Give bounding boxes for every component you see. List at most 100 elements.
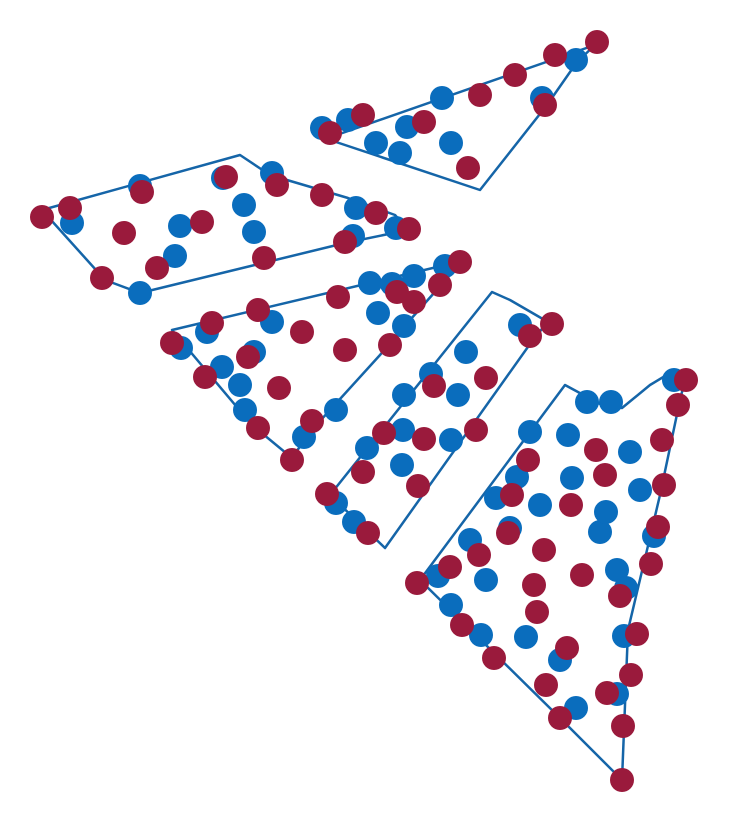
blue-dot-67: [605, 558, 629, 582]
red-dot-39: [448, 250, 472, 274]
red-dot-74: [646, 515, 670, 539]
red-dot-20: [310, 183, 334, 207]
red-dot-13: [112, 221, 136, 245]
red-dot-49: [474, 366, 498, 390]
blue-dot-51: [469, 623, 493, 647]
blue-dot-44: [439, 428, 463, 452]
red-dot-6: [543, 43, 567, 67]
red-dot-30: [267, 376, 291, 400]
blue-dot-65: [594, 500, 618, 524]
red-dot-58: [500, 483, 524, 507]
blue-dot-56: [518, 420, 542, 444]
blue-dot-46: [454, 340, 478, 364]
red-dot-11: [58, 196, 82, 220]
red-dot-72: [625, 622, 649, 646]
blue-dot-63: [575, 390, 599, 414]
red-dot-66: [570, 563, 594, 587]
red-dot-23: [397, 217, 421, 241]
blue-dot-12: [168, 214, 192, 238]
red-dot-38: [428, 273, 452, 297]
blue-dot-52: [474, 568, 498, 592]
blue-dot-13: [163, 244, 187, 268]
red-dot-31: [290, 320, 314, 344]
blue-dot-14: [232, 193, 256, 217]
red-dot-9: [456, 156, 480, 180]
blue-dot-30: [324, 398, 348, 422]
red-dot-52: [405, 571, 429, 595]
blue-dot-60: [556, 423, 580, 447]
red-dot-28: [246, 298, 270, 322]
red-dot-29: [246, 416, 270, 440]
blue-dot-25: [228, 373, 252, 397]
blue-dot-32: [366, 301, 390, 325]
red-dot-5: [503, 63, 527, 87]
red-dot-48: [464, 418, 488, 442]
blue-dot-41: [392, 383, 416, 407]
red-dot-3: [412, 110, 436, 134]
red-dots: [30, 30, 698, 792]
red-dot-47: [422, 374, 446, 398]
red-dot-24: [160, 331, 184, 355]
red-dot-8: [533, 93, 557, 117]
blue-dot-39: [355, 436, 379, 460]
red-dot-70: [595, 681, 619, 705]
red-dot-18: [252, 246, 276, 270]
blue-dot-9: [564, 48, 588, 72]
red-dot-21: [333, 230, 357, 254]
red-dot-14: [130, 180, 154, 204]
blue-dot-31: [358, 271, 382, 295]
red-dot-16: [190, 210, 214, 234]
red-dot-25: [193, 365, 217, 389]
red-dot-68: [593, 463, 617, 487]
blue-dot-4: [388, 141, 412, 165]
red-dot-55: [467, 543, 491, 567]
blue-dot-61: [560, 466, 584, 490]
red-dot-53: [438, 555, 462, 579]
red-dot-61: [525, 600, 549, 624]
red-dot-36: [378, 333, 402, 357]
red-dot-45: [406, 474, 430, 498]
blue-dot-40: [391, 418, 415, 442]
red-dot-57: [496, 521, 520, 545]
red-dot-77: [666, 393, 690, 417]
red-dot-63: [534, 673, 558, 697]
red-dot-54: [450, 613, 474, 637]
red-dot-43: [372, 421, 396, 445]
blue-dot-57: [514, 625, 538, 649]
red-dot-73: [639, 552, 663, 576]
red-dot-78: [674, 368, 698, 392]
red-dot-46: [412, 427, 436, 451]
red-dot-12: [90, 266, 114, 290]
red-dot-67: [584, 438, 608, 462]
red-dot-60: [522, 573, 546, 597]
red-dot-65: [559, 493, 583, 517]
blue-dot-69: [618, 440, 642, 464]
red-dot-40: [315, 482, 339, 506]
red-dot-76: [652, 473, 676, 497]
blue-dot-55: [505, 465, 529, 489]
blue-dot-45: [446, 383, 470, 407]
blue-dot-58: [528, 493, 552, 517]
blue-dot-42: [390, 453, 414, 477]
red-dot-42: [356, 521, 380, 545]
red-dot-15: [145, 256, 169, 280]
blue-dot-66: [599, 390, 623, 414]
red-dot-35: [326, 285, 350, 309]
red-dot-62: [532, 538, 556, 562]
blue-dot-6: [430, 86, 454, 110]
red-dot-27: [236, 345, 260, 369]
blue-dot-64: [588, 520, 612, 544]
red-dot-79: [619, 663, 643, 687]
blue-dot-33: [392, 314, 416, 338]
red-dot-80: [611, 714, 635, 738]
blue-dots: [60, 48, 686, 720]
blue-dot-7: [439, 131, 463, 155]
blue-dot-71: [628, 478, 652, 502]
red-dot-22: [364, 201, 388, 225]
red-dot-1: [318, 121, 342, 145]
red-dot-7: [585, 30, 609, 54]
red-dot-59: [516, 448, 540, 472]
red-dot-10: [30, 205, 54, 229]
red-dot-69: [548, 706, 572, 730]
